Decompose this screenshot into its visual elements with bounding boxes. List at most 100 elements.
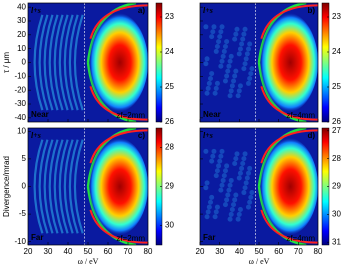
x-tick-label: 60 [104,247,113,256]
speckle [227,58,233,64]
speckle [203,148,209,154]
speckle [216,163,222,169]
speckle [224,197,230,203]
plume [256,12,318,113]
fringe [43,14,54,111]
position-label: Near [203,110,221,119]
speckle [218,153,224,159]
speckle [209,71,215,77]
x-tick-label: 80 [314,247,323,256]
speckle [242,61,248,67]
y-tick-label: 10 [17,126,26,135]
fringe [73,139,84,234]
colorbar-tick-label: 25 [332,82,341,91]
speckle [204,56,210,62]
y-tick-label: 0 [22,58,27,67]
speckle [217,158,223,164]
x-tick-label: 50 [84,247,93,256]
speckle [211,24,217,30]
speckle [204,90,210,96]
fringe [63,14,74,111]
colorbar-tick-label: 25 [165,82,174,91]
speckle [241,31,247,37]
y-tick-label: -20 [14,85,26,94]
speckle [228,53,234,59]
y-axis-label: Divergence/mrad [2,156,11,217]
speckle [243,180,249,186]
speckle [213,209,219,215]
speckle [242,185,248,191]
speckle [217,34,223,40]
speckle [245,170,251,176]
x-tick-label: 70 [124,247,133,256]
x-tick-label: 70 [294,247,303,256]
fringe [48,14,59,111]
y-tick-label: 0 [22,182,27,191]
plume [85,12,148,113]
fringe [58,14,69,111]
speckle [240,36,246,42]
position-label: Near [31,110,49,119]
heatmap [200,128,318,245]
colorbar-tick-label: 31 [332,237,341,246]
colorbar-tick-label: 24 [332,47,341,56]
distance-label: zf=2mm [116,111,145,120]
speckle [225,192,231,198]
speckle [235,93,241,99]
speckle [224,73,230,79]
speckle [241,156,247,162]
speckle [203,24,209,30]
speckle [241,66,247,72]
speckle [229,206,235,212]
speckle [213,173,219,179]
heatmap [28,128,148,245]
speckle [233,156,239,162]
speckle [243,56,249,62]
speckle [206,80,212,86]
colorbar-tick-label: 26 [165,117,174,126]
fringe [68,14,79,111]
speckle [221,173,227,179]
fringe [33,14,44,111]
fringe [38,14,49,111]
speckle [214,168,220,174]
colorbar [155,2,163,123]
speckle [227,93,233,99]
y-tick-label: 10 [17,44,26,53]
speckle [227,216,233,222]
fringe [43,139,54,234]
speckle [224,163,230,169]
speckle [228,177,234,183]
y-axis-label: τ / μm [2,52,11,73]
panel-letter: c) [138,131,145,140]
speckle [222,202,228,208]
colorbar-tick-label: 27 [332,126,341,135]
colorbar-tick-label: 28 [332,154,341,163]
colorbar-tick-label: 26 [332,117,341,126]
speckle [245,204,251,210]
speckle [232,73,238,79]
speckle [228,88,234,94]
speckle [212,90,218,96]
y-tick-label: 5 [22,154,27,163]
series-label: l+s [203,6,213,15]
x-tick-label: 30 [44,247,53,256]
speckle [210,153,216,159]
y-tick-label: 40 [17,2,26,11]
speckle [237,46,243,52]
speckle [219,58,225,64]
distance-label: zf=4mm [286,234,315,243]
plume [256,137,318,236]
x-tick-label: 50 [255,247,264,256]
speckle [205,209,211,215]
speckle [242,26,248,32]
fringe [53,139,64,234]
speckle [222,168,228,174]
speckle [236,175,242,181]
colorbar-tick-label: 23 [165,12,174,21]
series-label: l+s [31,6,41,15]
speckle [236,211,242,217]
position-label: Far [203,233,215,242]
speckle [208,76,214,82]
speckle [206,204,212,210]
